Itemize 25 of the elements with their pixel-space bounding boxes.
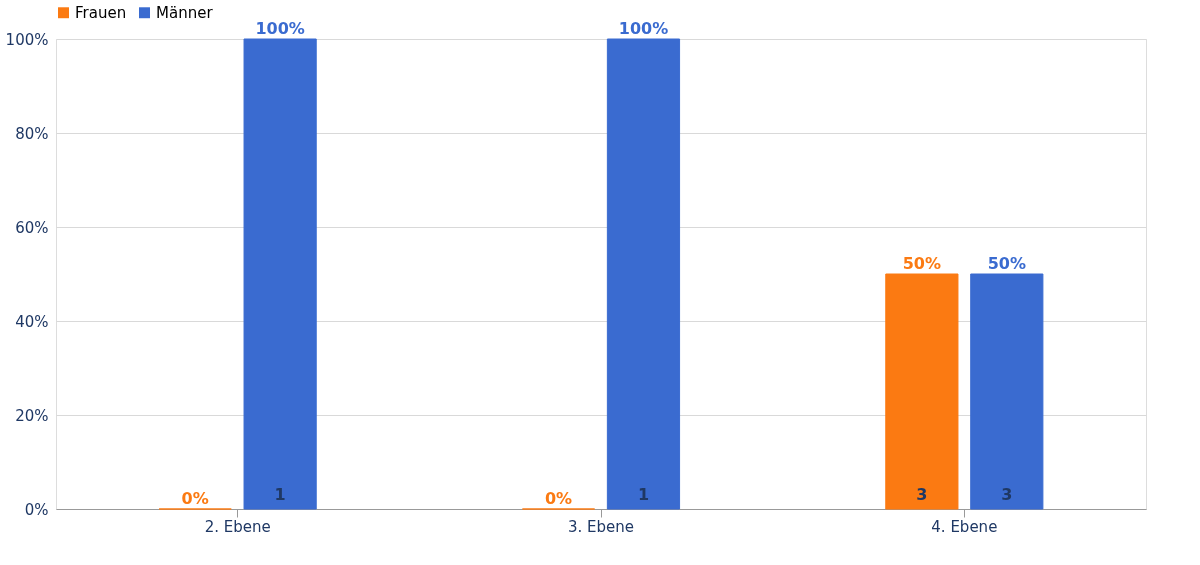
annotation: 3: [916, 485, 928, 504]
x-tick-label: 2. Ebene: [204, 517, 271, 536]
annotation: 1: [274, 485, 286, 504]
y-tick-label: 20%: [15, 406, 49, 425]
bar: [606, 38, 681, 510]
bar: [243, 38, 317, 510]
data-label: 100%: [255, 19, 305, 38]
legend-label: Frauen: [75, 3, 127, 22]
y-tick-label: 100%: [5, 30, 49, 49]
y-tick-label: 0%: [24, 500, 49, 519]
y-tick-label: 40%: [15, 312, 49, 331]
y-tick-label: 80%: [15, 124, 49, 143]
y-tick-label: 60%: [15, 218, 49, 237]
data-label: 0%: [544, 489, 573, 508]
bar: [885, 273, 959, 510]
x-tick-label: 4. Ebene: [931, 517, 998, 536]
legend-label: Männer: [156, 3, 214, 22]
data-label: 50%: [902, 254, 942, 273]
data-label: 0%: [181, 489, 209, 508]
data-label: 100%: [618, 19, 669, 38]
bar: [970, 273, 1044, 510]
data-label: 50%: [987, 254, 1026, 273]
x-tick-label: 3. Ebene: [567, 517, 635, 536]
annotation: 1: [637, 485, 650, 504]
annotation: 3: [1001, 485, 1013, 504]
